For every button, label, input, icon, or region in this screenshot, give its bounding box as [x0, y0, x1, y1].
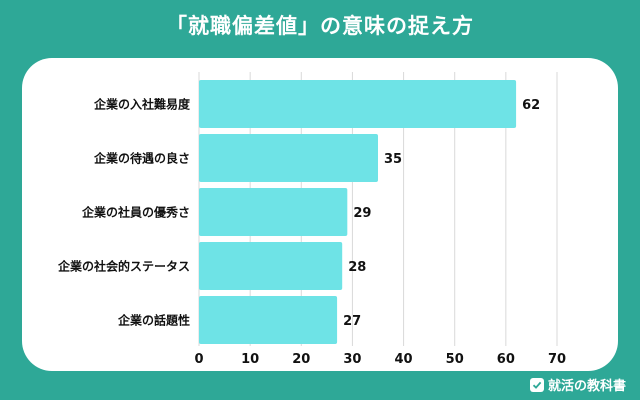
category-label: 企業の社会的ステータス: [57, 259, 190, 274]
bar: [199, 296, 338, 344]
category-label: 企業の話題性: [117, 313, 190, 328]
value-label: 62: [522, 98, 540, 113]
bar-chart: 企業の入社難易度企業の待遇の良さ企業の社員の優秀さ企業の社会的ステータス企業の話…: [57, 72, 566, 367]
category-label: 企業の入社難易度: [93, 97, 191, 112]
value-labels: 62 35 29 28 27: [343, 98, 540, 329]
value-label: 35: [384, 152, 402, 167]
book-check-icon: [529, 377, 544, 392]
x-tick-label: 50: [446, 352, 464, 367]
x-tick-label: 0: [194, 352, 203, 367]
category-label: 企業の社員の優秀さ: [81, 205, 190, 220]
chart-card: 企業の入社難易度 企業の待遇の良さ企業の社員の優秀さ企業の社会的ステータス企業の話…: [22, 58, 618, 371]
bar: [199, 242, 343, 290]
category-labels: 企業の入社難易度企業の待遇の良さ企業の社員の優秀さ企業の社会的ステータス企業の話…: [57, 97, 191, 328]
bars: [199, 80, 517, 344]
chart-title: 「就職偏差値」の意味の捉え方: [166, 14, 474, 38]
bar: [199, 134, 378, 182]
x-tick-label: 20: [292, 352, 310, 367]
value-label: 27: [343, 314, 361, 329]
x-tick-label: 40: [395, 352, 413, 367]
bar: [199, 80, 517, 128]
bar: [199, 188, 348, 236]
value-label: 28: [348, 260, 366, 275]
brand-logo: 就活の教科書: [529, 375, 626, 394]
x-axis-ticks: 0 10 20 30 40 50 60 70: [194, 352, 566, 367]
brand-name: 就活の教科書: [547, 379, 626, 394]
x-tick-label: 10: [241, 352, 259, 367]
x-tick-label: 60: [497, 352, 515, 367]
category-label: 企業の待遇の良さ: [93, 151, 190, 166]
value-label: 29: [353, 206, 371, 221]
x-tick-label: 30: [343, 352, 361, 367]
x-tick-label: 70: [548, 352, 566, 367]
